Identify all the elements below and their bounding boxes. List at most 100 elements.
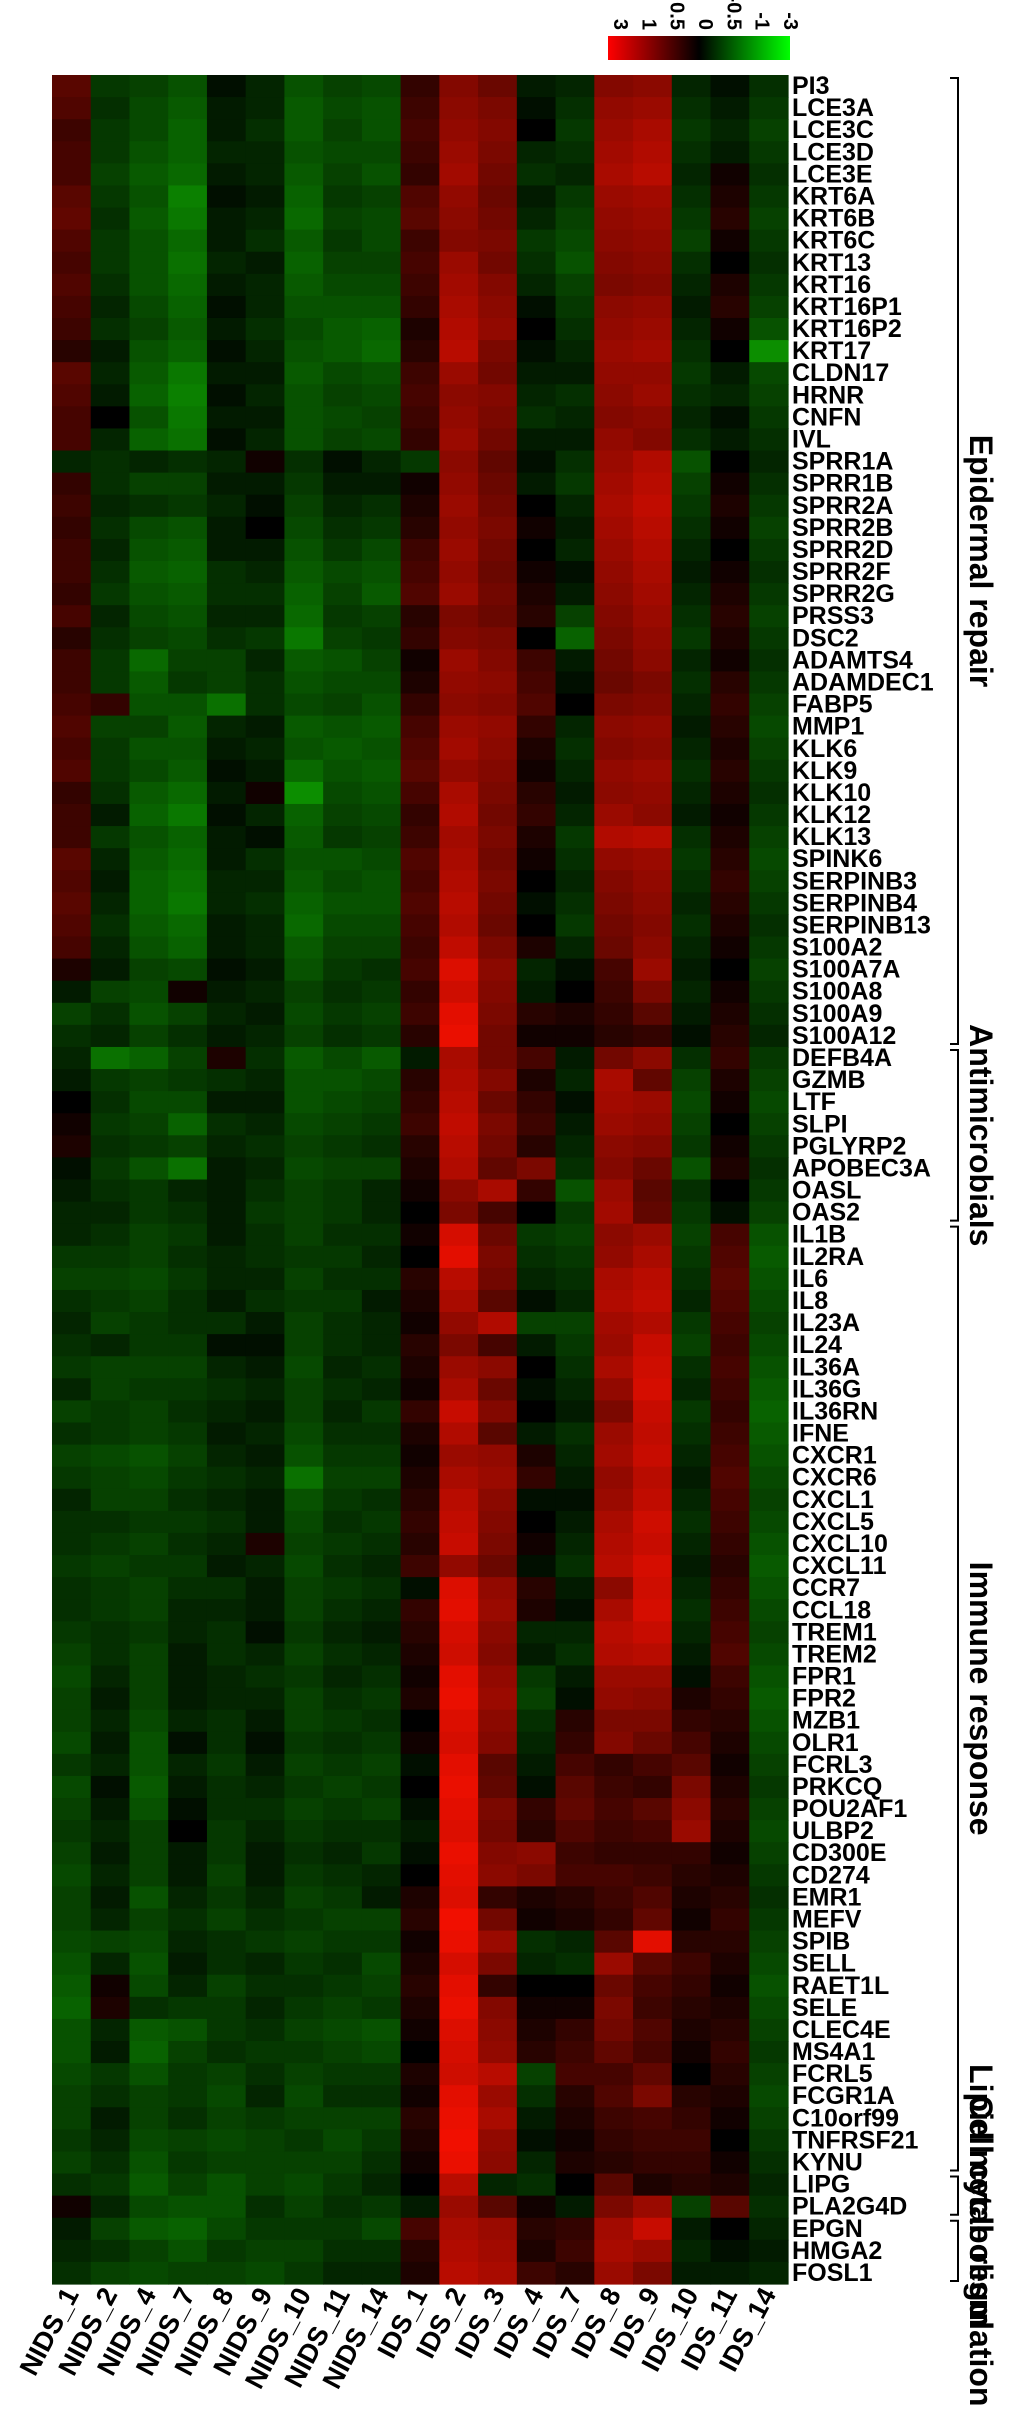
heatmap-cell-KRT16P1-IDS_7 xyxy=(555,295,595,319)
heatmap-cell-CD274-NIDS_7 xyxy=(168,1864,208,1887)
heatmap-cell-DEFB4A-NIDS_4 xyxy=(129,1046,169,1070)
heatmap-cell-KRT6A-IDS_4 xyxy=(516,185,557,209)
heatmap-cell-IL36A-NIDS_11 xyxy=(323,1356,363,1379)
heatmap-cell-OASL-IDS_14 xyxy=(749,1179,789,1203)
heatmap-cell-IL2RA-IDS_4 xyxy=(516,1245,557,1269)
heatmap-cell-LCE3C-NIDS_1 xyxy=(52,119,92,142)
heatmap-cell-S100A12-NIDS_8 xyxy=(206,1024,247,1048)
heatmap-cell-S100A7A-NIDS_14 xyxy=(361,958,402,982)
heatmap-cell-ADAMTS4-IDS_9 xyxy=(633,649,673,673)
heatmap-cell-LCE3C-NIDS_11 xyxy=(323,119,363,142)
heatmap-cell-HMGA2-NIDS_14 xyxy=(361,2239,402,2263)
heatmap-cell-ADAMTS4-NIDS_11 xyxy=(323,649,363,673)
heatmap-cell-SELE-IDS_10 xyxy=(671,1996,712,2020)
heatmap-cell-FPR2-NIDS_14 xyxy=(361,1687,402,1711)
heatmap-cell-KRT6A-NIDS_7 xyxy=(168,185,208,209)
gene-label: KRT6C xyxy=(792,227,875,255)
heatmap-cell-SERPINB4-NIDS_1 xyxy=(52,892,92,916)
gene-label: CXCL11 xyxy=(792,1552,887,1580)
heatmap-cell-SPIB-IDS_1 xyxy=(400,1930,440,1954)
heatmap-cell-S100A12-IDS_2 xyxy=(439,1024,479,1048)
heatmap-cell-SERPINB4-IDS_11 xyxy=(710,892,750,916)
heatmap-cell-TREM2-IDS_1 xyxy=(400,1643,440,1667)
heatmap-cell-PRKCQ-NIDS_9 xyxy=(245,1775,286,1799)
heatmap-cell-FCRL5-IDS_9 xyxy=(633,2063,673,2086)
heatmap-cell-SPRR2B-NIDS_8 xyxy=(206,516,247,540)
heatmap-cell-IL36RN-IDS_10 xyxy=(671,1400,712,1424)
heatmap-cell-TREM1-NIDS_4 xyxy=(129,1621,169,1644)
heatmap-cell-IL23A-IDS_9 xyxy=(633,1312,673,1335)
heatmap-cell-PRKCQ-NIDS_1 xyxy=(52,1775,92,1799)
heatmap-cell-S100A7A-NIDS_7 xyxy=(168,958,208,982)
gene-label: PRSS3 xyxy=(792,602,874,630)
heatmap-cell-CXCR6-IDS_14 xyxy=(749,1466,789,1490)
heatmap-cell-SERPINB3-IDS_1 xyxy=(400,870,440,893)
heatmap-cell-SPRR1B-NIDS_8 xyxy=(206,472,247,496)
heatmap-cell-KLK6-IDS_2 xyxy=(439,737,479,761)
heatmap-cell-FOSL1-NIDS_2 xyxy=(90,2261,131,2285)
heatmap-cell-FOSL1-IDS_9 xyxy=(633,2261,673,2285)
heatmap-cell-APOBEC3A-NIDS_14 xyxy=(361,1157,402,1181)
heatmap-cell-POU2AF1-NIDS_4 xyxy=(129,1798,169,1821)
gene-label: KRT16P2 xyxy=(792,315,902,343)
heatmap-cell-POU2AF1-NIDS_11 xyxy=(323,1798,363,1821)
gene-label: KLK9 xyxy=(792,757,857,785)
heatmap-cell-IL36RN-NIDS_14 xyxy=(361,1400,402,1424)
heatmap-cell-KLK12-IDS_9 xyxy=(633,803,673,827)
heatmap-cell-CXCR6-IDS_9 xyxy=(633,1466,673,1490)
sample-labels: NIDS_1NIDS_2NIDS_4NIDS_7NIDS_8NIDS_9NIDS… xyxy=(14,2283,782,2394)
heatmap-cell-SPRR2A-NIDS_14 xyxy=(361,494,402,518)
heatmap-cell-KRT6C-NIDS_1 xyxy=(52,229,92,253)
heatmap-cell-IL1B-NIDS_10 xyxy=(284,1223,324,1247)
heatmap-cell-KRT16P1-IDS_9 xyxy=(633,295,673,319)
heatmap-cell-SPINK6-IDS_14 xyxy=(749,848,789,871)
heatmap-cell-FOSL1-IDS_10 xyxy=(671,2261,712,2285)
heatmap-cell-FCRL5-IDS_7 xyxy=(555,2063,595,2086)
heatmap-cell-CD300E-NIDS_11 xyxy=(323,1842,363,1865)
gene-label: LCE3D xyxy=(792,138,874,166)
heatmap-cell-S100A8-NIDS_9 xyxy=(245,980,286,1004)
gene-label: RAET1L xyxy=(792,1972,889,2000)
heatmap-cell-CNFN-NIDS_4 xyxy=(129,406,169,430)
heatmap-cell-GZMB-NIDS_8 xyxy=(206,1069,247,1092)
heatmap-cell-KLK9-IDS_4 xyxy=(516,759,557,783)
heatmap-cell-KLK10-IDS_8 xyxy=(594,781,634,805)
heatmap-cell-TREM1-IDS_8 xyxy=(594,1621,634,1644)
heatmap-cell-CXCL1-IDS_1 xyxy=(400,1488,440,1512)
heatmap-cell-FPR2-IDS_10 xyxy=(671,1687,712,1711)
heatmap-cell-KYNU-IDS_1 xyxy=(400,2151,440,2175)
heatmap-cell-PLA2G4D-NIDS_11 xyxy=(323,2195,363,2219)
heatmap-cell-OLR1-IDS_2 xyxy=(439,1731,479,1755)
gene-label: IL23A xyxy=(792,1309,860,1337)
heatmap-cell-KRT6C-IDS_3 xyxy=(478,229,518,253)
heatmap-cell-S100A12-NIDS_11 xyxy=(323,1024,363,1048)
heatmap-cell-S100A9-IDS_4 xyxy=(516,1002,557,1026)
heatmap-cell-CXCL5-NIDS_10 xyxy=(284,1510,324,1534)
heatmap-cell-KRT6C-NIDS_8 xyxy=(206,229,247,253)
heatmap-cell-IL23A-NIDS_11 xyxy=(323,1312,363,1335)
gene-label: SPIB xyxy=(792,1928,850,1956)
heatmap-cell-S100A2-NIDS_2 xyxy=(90,936,131,960)
heatmap-cell-FCGR1A-IDS_11 xyxy=(710,2085,750,2108)
heatmap-cell-MS4A1-NIDS_11 xyxy=(323,2041,363,2064)
heatmap-cell-KLK12-IDS_3 xyxy=(478,803,518,827)
heatmap-cell-TREM2-IDS_8 xyxy=(594,1643,634,1667)
heatmap-cell-SLPI-NIDS_10 xyxy=(284,1113,324,1136)
heatmap-cell-FOSL1-IDS_1 xyxy=(400,2261,440,2285)
heatmap-cell-KLK9-NIDS_7 xyxy=(168,759,208,783)
heatmap-cell-KRT6B-NIDS_11 xyxy=(323,207,363,231)
heatmap-cell-OASL-NIDS_4 xyxy=(129,1179,169,1203)
heatmap-cell-CCL18-IDS_7 xyxy=(555,1599,595,1622)
heatmap-cell-IL36G-IDS_4 xyxy=(516,1378,557,1401)
heatmap-cell-TREM1-IDS_7 xyxy=(555,1621,595,1644)
heatmap-cell-SPRR2G-IDS_1 xyxy=(400,583,440,606)
legend-tick-label: -1 xyxy=(751,12,773,30)
heatmap-cell-PLA2G4D-IDS_8 xyxy=(594,2195,634,2219)
heatmap-cell-SPRR2D-IDS_11 xyxy=(710,538,750,562)
heatmap-cell-KRT17-IDS_11 xyxy=(710,340,750,363)
heatmap-cell-TREM2-NIDS_2 xyxy=(90,1643,131,1667)
heatmap-cell-IL8-IDS_4 xyxy=(516,1289,557,1313)
heatmap-cell-ADAMTS4-NIDS_14 xyxy=(361,649,402,673)
heatmap-cell-SLPI-IDS_8 xyxy=(594,1113,634,1136)
heatmap-cell-LTF-NIDS_2 xyxy=(90,1091,131,1114)
